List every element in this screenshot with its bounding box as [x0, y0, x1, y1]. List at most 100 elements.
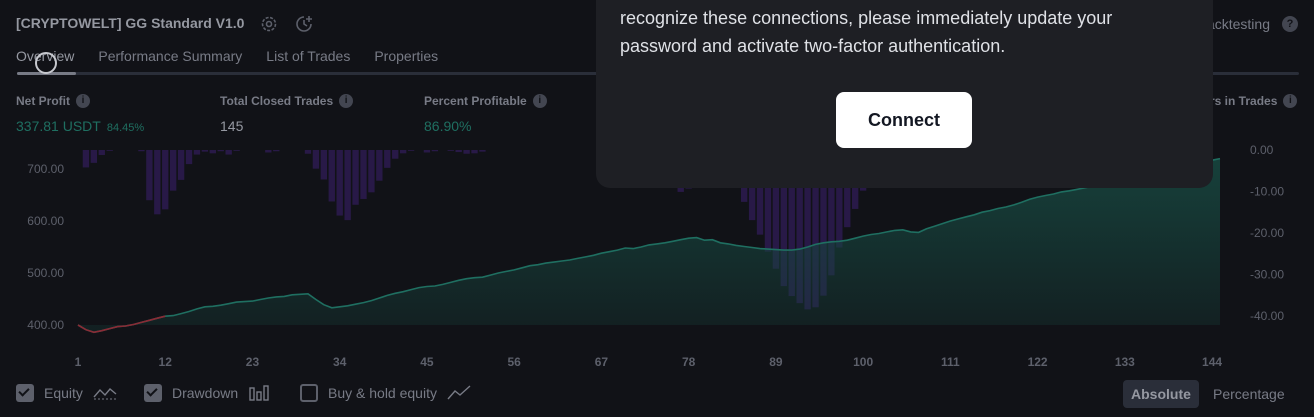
- drawdown-bar: [193, 150, 201, 155]
- drawdown-bar: [360, 150, 367, 199]
- drawdown-bar: [328, 150, 335, 202]
- drawdown-bar: [304, 150, 312, 154]
- drawdown-bar: [407, 150, 415, 151]
- x-axis-tick: 122: [1028, 355, 1048, 369]
- deep-backtesting-label[interactable]: acktesting: [1206, 16, 1270, 32]
- legend-label: Equity: [44, 385, 83, 401]
- drawdown-bar: [185, 150, 193, 165]
- metric-total-closed-trades: Total Closed Trades i 145: [220, 94, 354, 134]
- equity-below-initial-line: [77, 315, 166, 334]
- strategy-title: [CRYPTOWELT] GG Standard V1.0: [16, 15, 245, 31]
- legend-label: Drawdown: [172, 385, 239, 401]
- legend-label: Buy & hold equity: [328, 385, 437, 401]
- drawdown-bar: [828, 150, 835, 276]
- drawdown-bar: [844, 150, 851, 228]
- drawdown-bar: [479, 150, 486, 152]
- drawdown-bar: [471, 150, 478, 154]
- equity-line: [77, 157, 1221, 334]
- left-axis-tick: 600.00: [27, 214, 64, 228]
- mouse-cursor-indicator: [35, 52, 57, 74]
- x-axis-tick: 144: [1202, 355, 1222, 369]
- drawdown-bar: [447, 150, 454, 151]
- drawdown-bar: [368, 150, 375, 193]
- drawdown-bar: [764, 150, 772, 252]
- help-icon[interactable]: ?: [1282, 16, 1298, 32]
- drawdown-bar: [90, 150, 98, 163]
- info-icon[interactable]: i: [1283, 94, 1298, 108]
- drawdown-bar: [138, 150, 145, 152]
- drawdown-bar: [169, 150, 177, 191]
- drawdown-bar: [431, 150, 439, 152]
- drawdown-bar: [812, 150, 819, 308]
- drawdown-bar: [756, 150, 764, 235]
- x-axis-tick: 34: [333, 355, 347, 369]
- x-axis-tick: 45: [420, 355, 434, 369]
- net-profit-percent: 84.45%: [106, 122, 145, 134]
- buy-hold-checkbox[interactable]: [300, 384, 318, 402]
- settings-icon[interactable]: [259, 14, 279, 34]
- drawdown-bar: [423, 150, 431, 153]
- metric-percent-profitable: Percent Profitable i 86.90%: [424, 94, 547, 134]
- tab-list-of-trades[interactable]: List of Trades: [266, 48, 351, 64]
- chart-legend-bar: Equity Drawdown Buy & hold equity Absolu…: [0, 378, 1314, 410]
- connect-button[interactable]: Connect: [836, 92, 972, 148]
- x-axis-tick: 67: [595, 355, 609, 369]
- metric-label: Total Closed Trades: [220, 94, 334, 108]
- line-chart-icon: [447, 385, 471, 400]
- metric-label: Net Profit: [16, 94, 70, 108]
- x-axis-tick: 111: [941, 355, 960, 369]
- add-alert-icon[interactable]: [294, 14, 314, 34]
- right-axis-tick: -10.00: [1250, 185, 1284, 199]
- legend-buy-hold-equity[interactable]: Buy & hold equity: [300, 384, 471, 402]
- percentage-toggle[interactable]: Percentage: [1213, 386, 1285, 402]
- drawdown-bar: [265, 150, 272, 153]
- drawdown-bar: [106, 150, 113, 151]
- drawdown-bar: [217, 150, 224, 152]
- right-axis-tick: -40.00: [1250, 309, 1284, 323]
- drawdown-bar: [162, 150, 169, 210]
- drawdown-bar: [209, 150, 216, 154]
- metric-avg-bars-in-trades: rs in Trades i: [1210, 94, 1298, 108]
- left-axis-tick: 400.00: [27, 318, 64, 332]
- legend-drawdown[interactable]: Drawdown: [144, 384, 270, 402]
- drawdown-bar: [201, 150, 209, 152]
- drawdown-bar: [154, 150, 161, 215]
- info-icon[interactable]: i: [76, 94, 90, 108]
- left-axis-tick: 700.00: [27, 162, 64, 176]
- drawdown-bar: [98, 150, 105, 155]
- drawdown-bar: [376, 150, 383, 181]
- right-axis-tick: -20.00: [1250, 226, 1284, 240]
- x-axis-tick: 12: [159, 355, 173, 369]
- tab-properties[interactable]: Properties: [374, 48, 439, 64]
- drawdown-bar: [392, 150, 399, 159]
- bar-chart-icon: [249, 385, 269, 401]
- right-axis-tick: 0.00: [1250, 143, 1274, 157]
- info-icon[interactable]: i: [339, 94, 354, 108]
- x-axis-tick: 133: [1115, 355, 1135, 369]
- drawdown-bar: [796, 150, 803, 304]
- drawdown-bar: [463, 150, 470, 154]
- dialog-message: recognize these connections, please imme…: [620, 8, 1113, 56]
- drawdown-bar: [836, 150, 843, 248]
- legend-equity[interactable]: Equity: [16, 384, 117, 402]
- drawdown-bar: [788, 150, 795, 297]
- chart-axes: 700.00 600.00 500.00 400.00 0.00 -10.00 -20.00…: [27, 143, 1284, 369]
- x-axis-tick: 100: [853, 355, 873, 369]
- x-axis-tick: 1: [75, 355, 82, 369]
- drawdown-bar: [233, 150, 240, 151]
- tab-performance-summary[interactable]: Performance Summary: [98, 48, 243, 64]
- absolute-toggle[interactable]: Absolute: [1123, 380, 1199, 408]
- info-icon[interactable]: i: [532, 94, 547, 108]
- x-axis-tick: 89: [769, 355, 783, 369]
- drawdown-bar: [273, 150, 280, 152]
- drawdown-checkbox[interactable]: [144, 384, 162, 402]
- total-closed-trades-value: 145: [220, 118, 244, 134]
- drawdown-bar: [352, 150, 359, 205]
- x-axis-tick: 56: [508, 355, 522, 369]
- drawdown-bar: [336, 150, 343, 216]
- metric-label: rs in Trades: [1210, 94, 1278, 108]
- equity-checkbox[interactable]: [16, 384, 34, 402]
- x-axis-tick: 23: [246, 355, 260, 369]
- drawdown-bar: [344, 150, 351, 221]
- report-tabs: Overview Performance Summary List of Tra…: [16, 48, 438, 68]
